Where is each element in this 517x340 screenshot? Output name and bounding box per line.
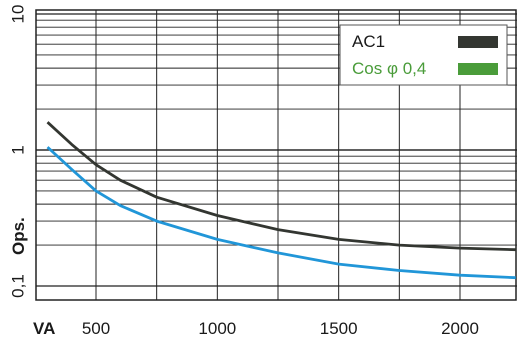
x-axis-label: VA <box>33 319 55 338</box>
x-tick-label: 2000 <box>441 319 479 338</box>
chart-series <box>46 121 516 280</box>
legend-swatch-cos-phi <box>458 63 498 75</box>
legend-label-ac1: AC1 <box>352 32 385 51</box>
y-tick-label: 0,1 <box>8 274 27 298</box>
x-tick-label: 1000 <box>198 319 236 338</box>
plot-frame <box>35 9 517 301</box>
x-tick-label: 500 <box>82 319 110 338</box>
y-axis-label: Ops. <box>9 217 28 255</box>
x-tick-label: 1500 <box>320 319 358 338</box>
legend-swatch-ac1 <box>458 36 498 48</box>
y-tick-label: 10 <box>8 5 27 24</box>
series-line-1 <box>46 146 516 280</box>
tick-labels: 500 1000 1500 2000 0,1 1 10 <box>8 5 478 338</box>
y-tick-label: 1 <box>8 145 27 154</box>
legend-label-cos-phi: Cos φ 0,4 <box>352 59 426 78</box>
series-line-0 <box>46 121 516 252</box>
chart-legend: AC1 Cos φ 0,4 <box>339 24 508 86</box>
